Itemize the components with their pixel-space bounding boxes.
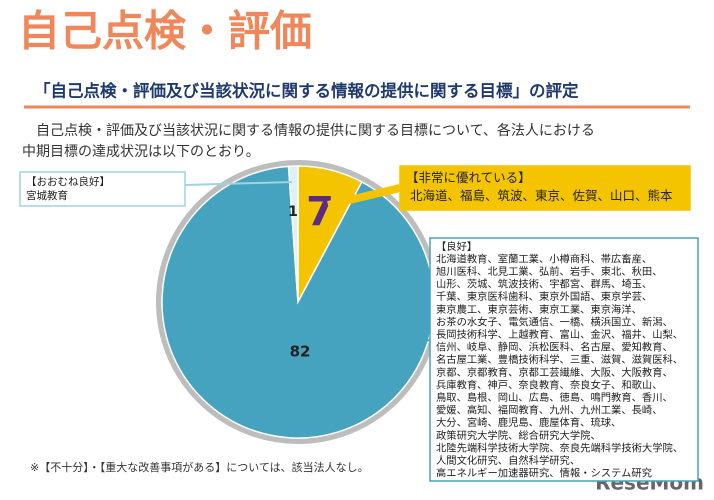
member-line: 千葉、東京医科歯科、東京外国語、東京学芸、 (436, 290, 652, 303)
legend-label: 【良好】 (436, 240, 477, 253)
member-line: 信州、岐阜、静岡、浜松医科、名古屋、愛知教育、 (436, 341, 673, 354)
member-line: 山形、茨城、筑波技術、宇都宮、群馬、埼玉、 (436, 278, 652, 291)
member-line: 高エネルギー加速器研究、情報・システム研究 (436, 467, 652, 480)
description: 自己点検・評価及び当該状況に関する情報の提供に関する目標について、各法人における (36, 123, 595, 139)
title: 自己点検・評価 (18, 7, 312, 56)
member-line: 政策研究大学院、総合研究大学院、 (436, 429, 601, 442)
member-line: 愛媛、高知、福岡教育、九州、九州工業、長崎、 (436, 404, 663, 417)
callout-line (184, 181, 293, 186)
member-line: 北陸先端科学技術大学院、奈良先端科学技術大学院、 (436, 441, 683, 454)
member-line: 大分、宮崎、鹿児島、鹿屋体育、琉球、 (436, 416, 621, 429)
pie-slice (287, 165, 299, 303)
description: 中期目標の達成状況は以下のとおり。 (22, 144, 260, 160)
member-line: 北海道、福島、筑波、東京、佐賀、山口、熊本 (410, 188, 673, 203)
member-line: 京都、京都教育、京都工芸繊維、大阪、大阪教育、 (436, 366, 673, 379)
callout-box (399, 165, 691, 211)
member-line: 兵庫教育、神戸、奈良教育、奈良女子、和歌山、 (436, 378, 663, 391)
member-line: 東京農工、東京芸術、東京工業、東京海洋、 (436, 303, 642, 316)
member-line: お茶の水女子、電気通信、一橋、横浜国立、新潟、 (436, 315, 673, 328)
member-line: 宮城教育 (26, 189, 68, 202)
member-line: 鳥取、島根、岡山、広島、徳島、鳴門教育、香川、 (436, 391, 673, 404)
member-line: 名古屋工業、豊橋技術科学、三重、滋賀、滋賀医科、 (436, 353, 683, 366)
data-label: 82 (290, 343, 311, 361)
member-line: 旭川医科、北見工業、弘前、岩手、東北、秋田、 (436, 265, 663, 278)
callout-box (429, 237, 699, 482)
callout-line (404, 339, 431, 346)
footnote: ※【不十分】・【重大な改善事項がある】については、該当法人なし。 (30, 460, 369, 474)
callout-box (19, 171, 186, 207)
callout-line (327, 184, 401, 209)
subtitle: 「自己点検・評価及び当該状況に関する情報の提供に関する目標」の評定 (34, 81, 579, 101)
legend-label: 【おおむね良好】 (26, 175, 110, 188)
legend-label: 【非常に優れている】 (406, 170, 531, 185)
data-label: 7 (306, 189, 334, 235)
member-line: 北海道教育、室蘭工業、小樽商科、帯広畜産、 (436, 252, 652, 265)
member-line: 人間文化研究、自然科学研究、 (436, 454, 580, 467)
member-line: 長岡技術科学、上越教育、富山、金沢、福井、山梨、 (436, 328, 683, 341)
data-label: 1 (288, 204, 298, 220)
